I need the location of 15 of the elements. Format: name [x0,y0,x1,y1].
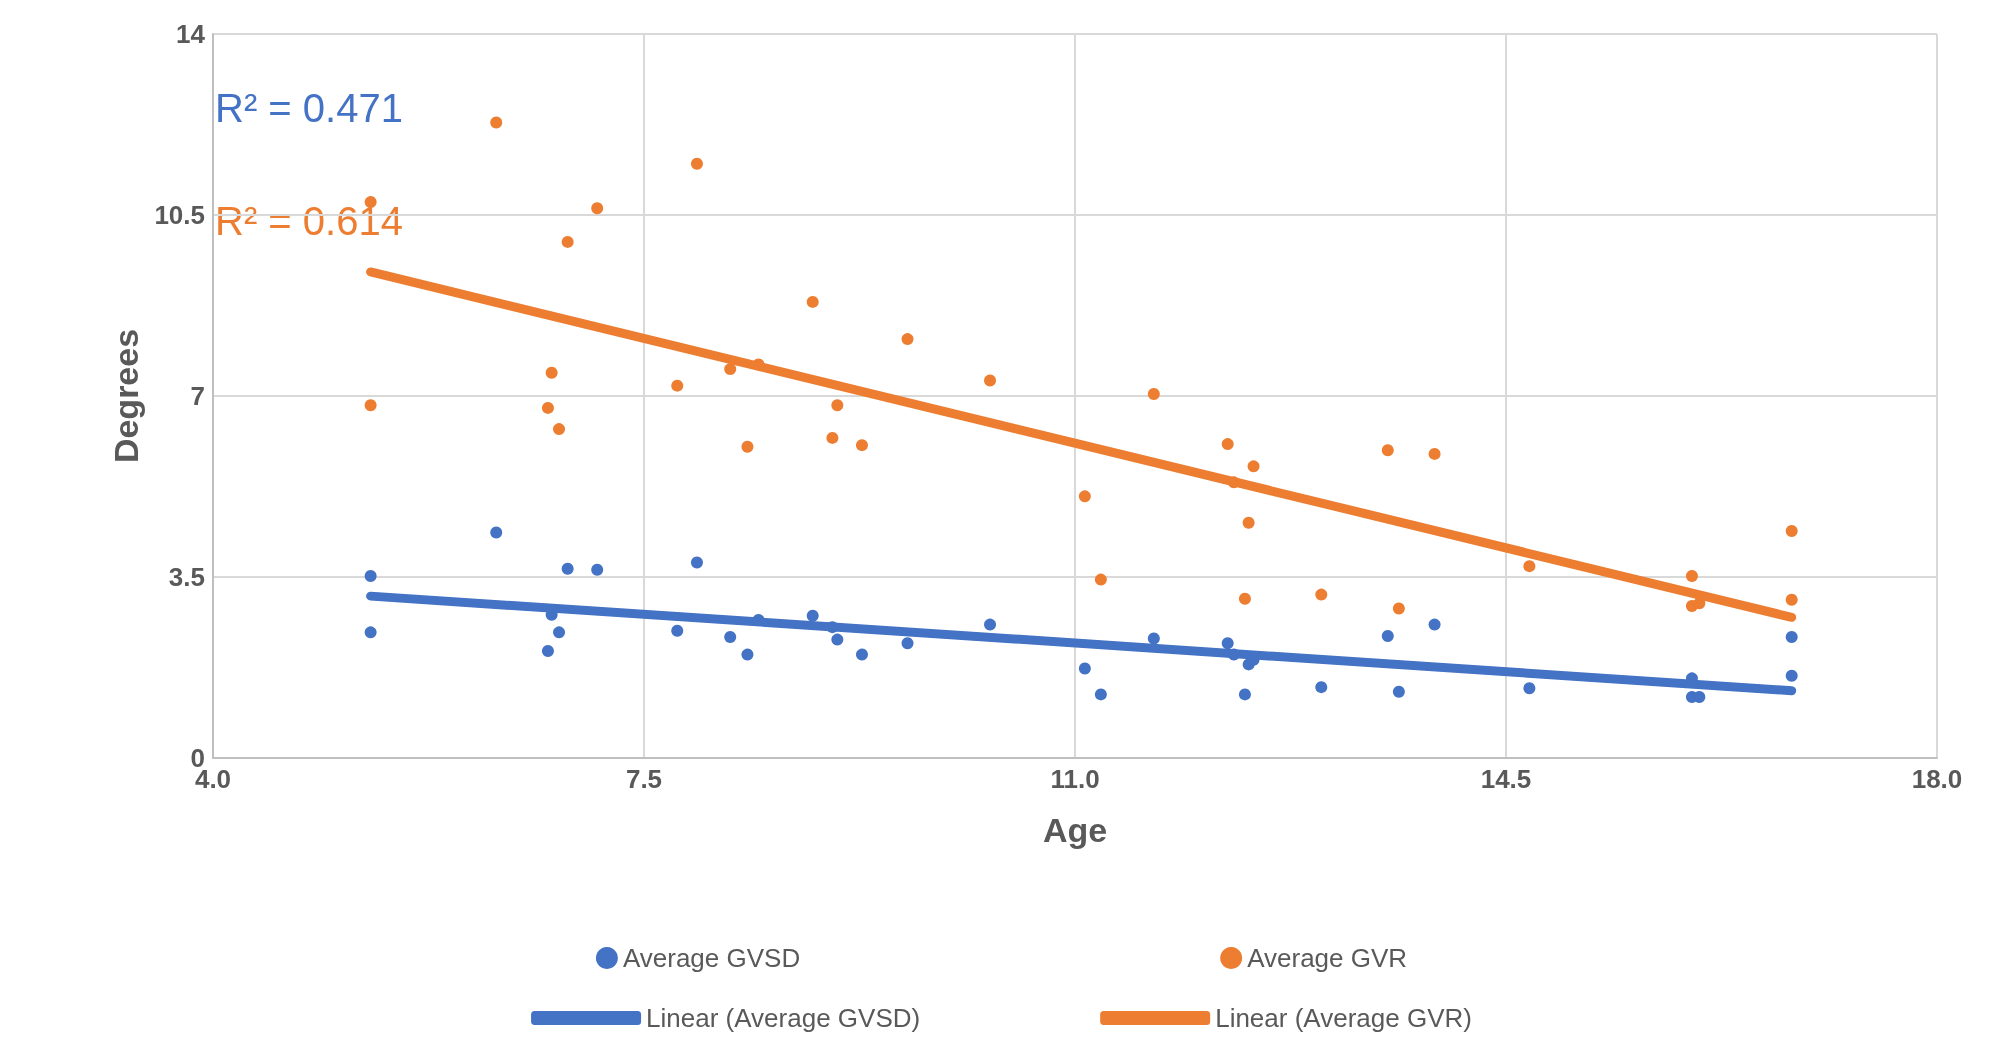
y-tick-label: 14 [176,19,206,49]
x-axis-title: Age [1042,811,1108,849]
y-tick-label: 7 [190,381,205,411]
x-tick-label: 18.0 [1911,764,1963,794]
legend-label: Linear (Average GVR) [1215,1003,1472,1033]
x-tick-label: 11.0 [1050,764,1100,794]
y-axis-title: Degrees [107,328,145,464]
annotation: R² = 0.471 [215,86,403,130]
legend-label: Average GVSD [622,943,801,973]
y-tick-label: 10.5 [154,200,205,230]
legend-label: Average GVR [1247,943,1408,973]
x-tick-label: 7.5 [625,764,663,794]
legend-label: Linear (Average GVSD) [646,1003,921,1033]
x-tick-label: 14.5 [1480,764,1532,794]
y-tick-label: 3.5 [168,562,205,592]
